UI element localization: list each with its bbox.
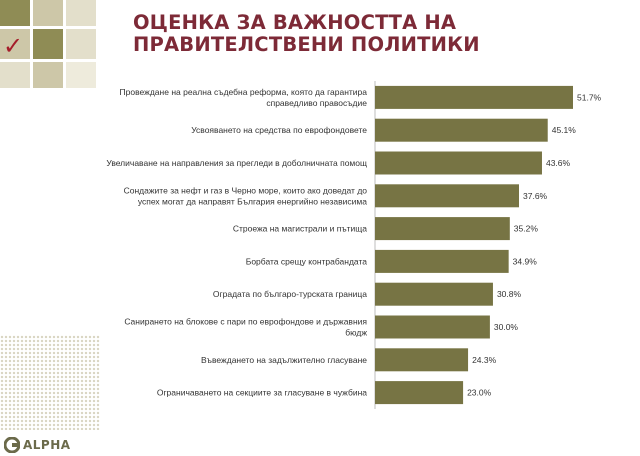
bar xyxy=(375,282,493,306)
category-label-line: Въвеждането на задължително гласуване xyxy=(201,355,367,365)
logo-text: ALPHA xyxy=(23,438,71,452)
bar-value-label: 24.3% xyxy=(472,355,497,365)
category-label: Оградата по българо-турската граница xyxy=(213,289,367,299)
sidebar-tile xyxy=(66,29,96,59)
bar-value-label: 45.1% xyxy=(552,125,577,135)
category-label-line: Борбата срещу контрабандата xyxy=(246,256,368,266)
sidebar-tile xyxy=(0,62,30,88)
sidebar-tile xyxy=(66,0,96,26)
alpha-logo-icon xyxy=(4,437,20,453)
category-label-line: Ограничаването на секциите за гласуване … xyxy=(157,388,367,398)
alpha-logo: ALPHA xyxy=(4,436,71,454)
bar xyxy=(375,249,509,273)
category-label-line: Увеличаване на направления за прегледи в… xyxy=(106,158,367,168)
sidebar-tile xyxy=(0,0,30,26)
category-label: Въвеждането на задължително гласуване xyxy=(201,355,367,365)
bar xyxy=(375,118,548,142)
sidebar-tile xyxy=(33,62,63,88)
bar-value-label: 23.0% xyxy=(467,388,492,398)
category-label-line: Сондажите за нефт и газ в Черно море, ко… xyxy=(124,185,368,195)
bar xyxy=(375,315,490,339)
sidebar-tile xyxy=(33,29,63,59)
bar xyxy=(375,217,510,241)
bar xyxy=(375,85,573,109)
category-label-line: Оградата по българо-турската граница xyxy=(213,289,367,299)
category-label: Строежа на магистрали и пътища xyxy=(233,224,367,234)
page-title: ОЦЕНКА ЗА ВАЖНОСТТА НА ПРАВИТЕЛСТВЕНИ ПО… xyxy=(133,11,480,56)
category-label-line: бюдж xyxy=(345,328,367,338)
bar xyxy=(375,184,519,208)
bar-value-label: 37.6% xyxy=(523,191,548,201)
category-label-line: справедливо правосъдие xyxy=(266,98,367,108)
bar-value-label: 51.7% xyxy=(577,92,602,102)
category-label-line: Провеждане на реална съдебна реформа, ко… xyxy=(120,87,368,97)
bar-value-label: 30.8% xyxy=(497,289,522,299)
sidebar-tile xyxy=(66,62,96,88)
checkmark-icon: ✓ xyxy=(3,32,24,60)
sidebar-tile xyxy=(0,29,30,59)
sidebar-tile xyxy=(33,0,63,26)
category-label: Борбата срещу контрабандата xyxy=(246,256,368,266)
category-label: Санирането на блокове с пари по еврофонд… xyxy=(124,317,367,338)
category-label: Сондажите за нефт и газ в Черно море, ко… xyxy=(124,185,368,206)
category-label-line: успех могат да направят България енергий… xyxy=(138,196,367,206)
decorative-sidebar: ✓ ALPHA xyxy=(0,0,100,456)
category-label-line: Усвояването на средства по еврофондовете xyxy=(191,125,367,135)
dot-pattern xyxy=(0,335,100,430)
bar xyxy=(375,381,464,405)
bar-value-label: 34.9% xyxy=(513,256,538,266)
bar xyxy=(375,348,469,372)
category-label: Провеждане на реална съдебна реформа, ко… xyxy=(120,87,368,108)
category-label: Увеличаване на направления за прегледи в… xyxy=(106,158,367,168)
bar-value-label: 35.2% xyxy=(514,224,539,234)
bar xyxy=(375,151,542,175)
category-label-line: Строежа на магистрали и пътища xyxy=(233,224,367,234)
category-label-line: Санирането на блокове с пари по еврофонд… xyxy=(124,317,367,327)
bar-value-label: 43.6% xyxy=(546,158,571,168)
category-label: Ограничаването на секциите за гласуване … xyxy=(157,388,367,398)
bar-value-label: 30.0% xyxy=(494,322,519,332)
category-label: Усвояването на средства по еврофондовете xyxy=(191,125,367,135)
